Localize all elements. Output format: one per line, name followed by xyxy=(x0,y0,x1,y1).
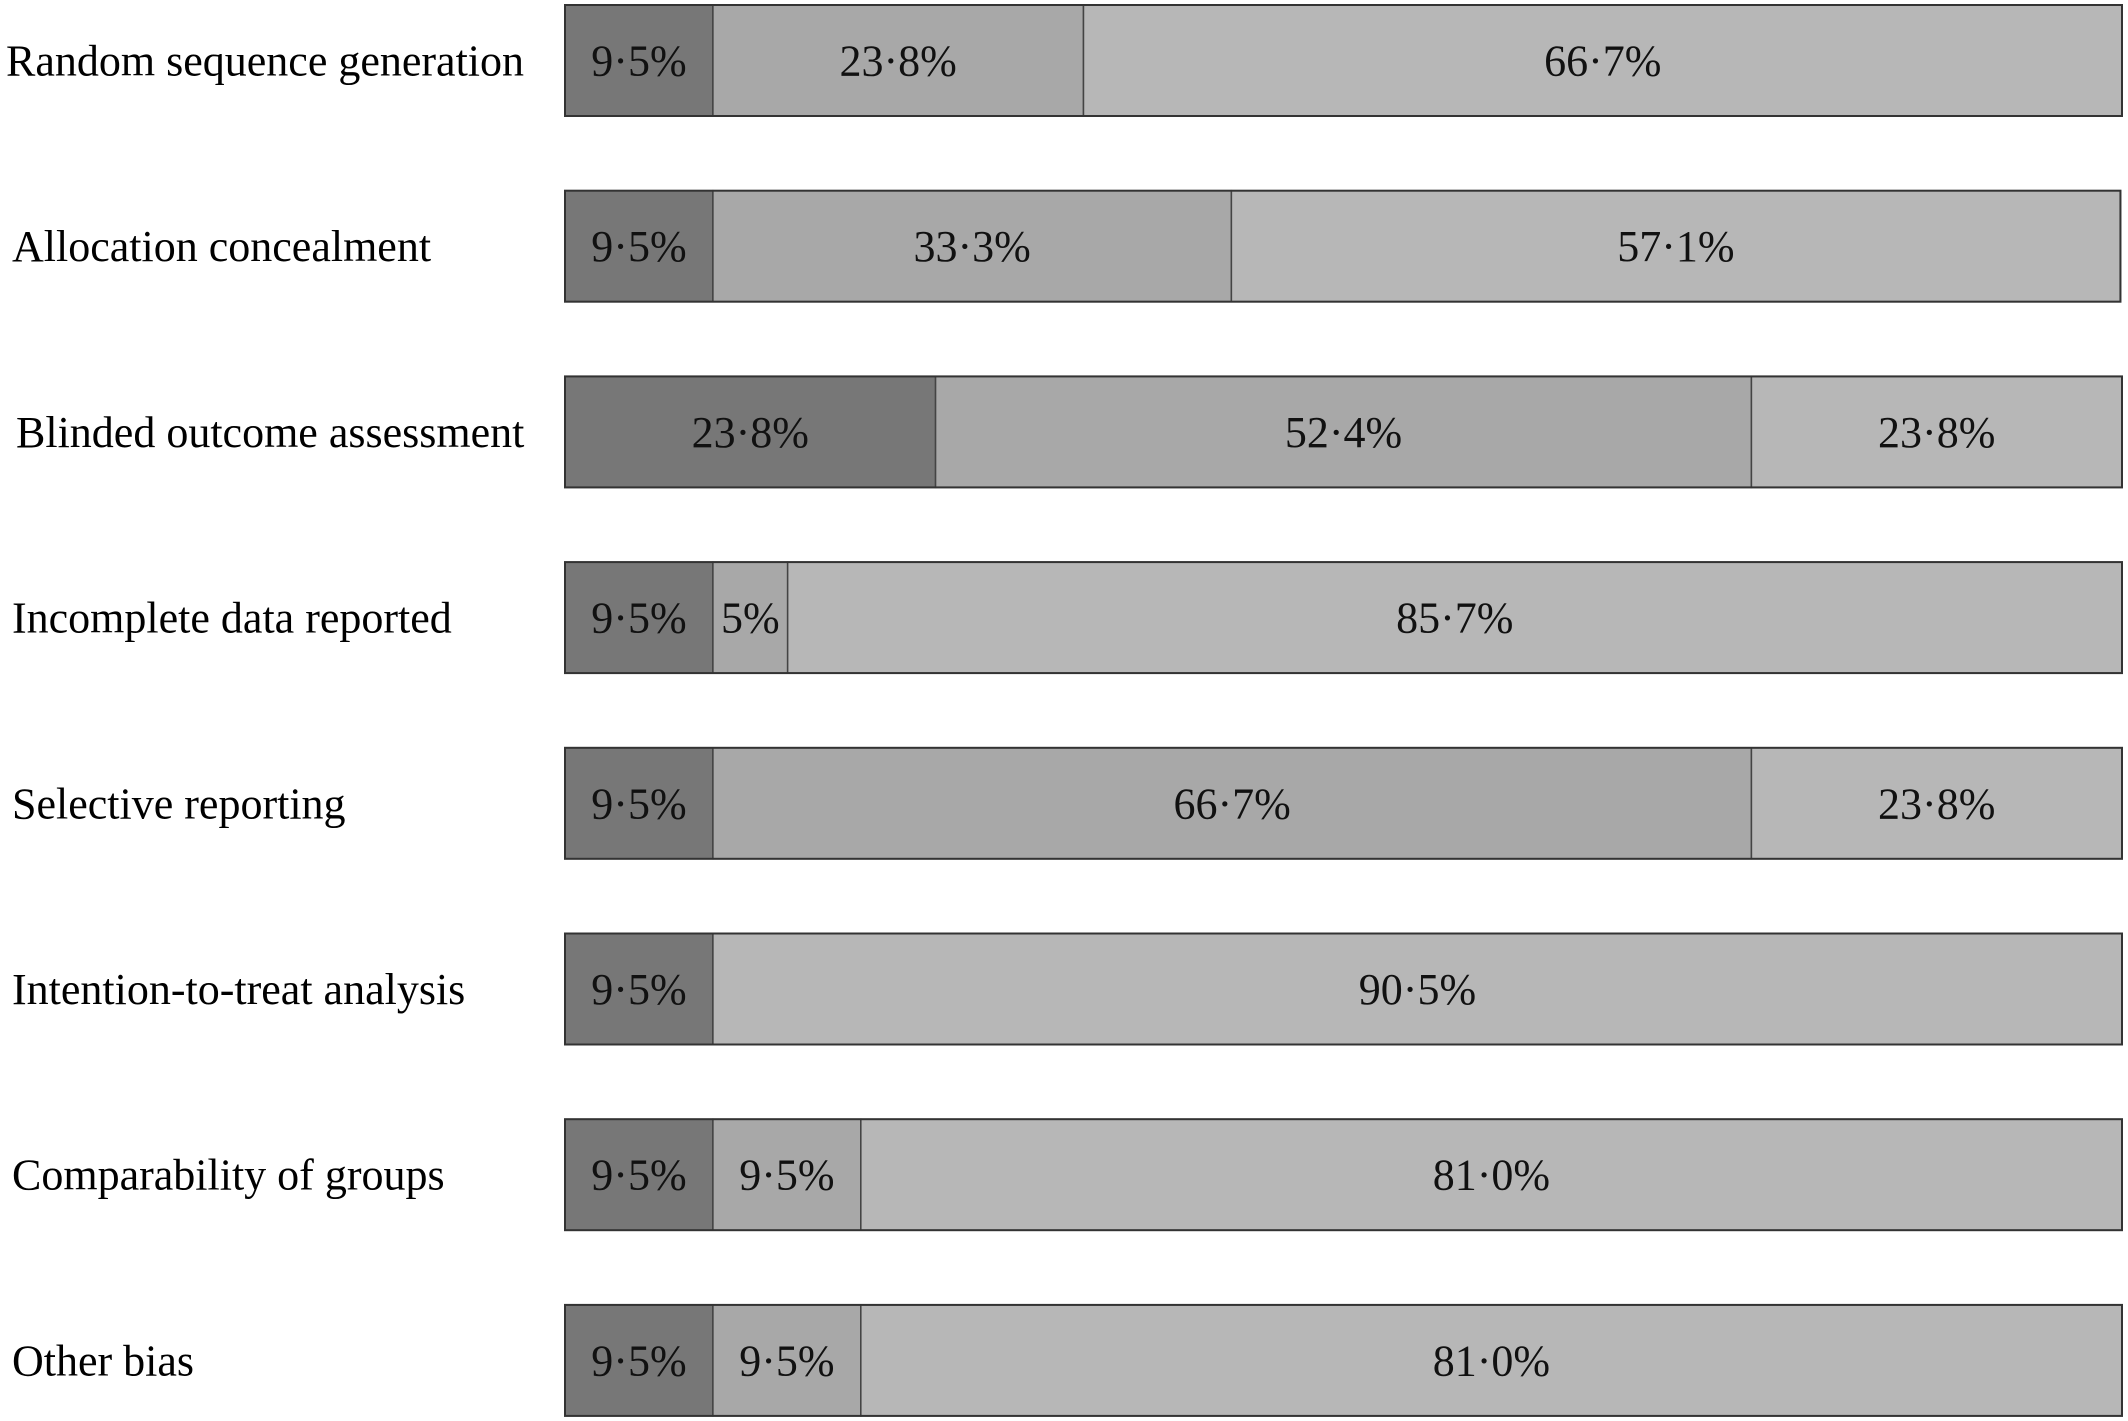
data-label: 81·0% xyxy=(1433,1336,1550,1385)
bar-row: Other bias 9·5% 9·5% 81·0% xyxy=(12,1303,2123,1417)
bar-segment xyxy=(564,375,937,489)
bar-segment xyxy=(712,747,1753,860)
bar-segment xyxy=(1230,189,2122,303)
data-label: 9·5% xyxy=(591,1151,686,1200)
bar-segment xyxy=(564,1304,714,1417)
data-label: 66·7% xyxy=(1174,779,1291,828)
bar-segment xyxy=(860,1118,2123,1231)
bar-row: Comparability of groups 9·5% 9·5% 81·0% xyxy=(12,1118,2123,1232)
category-label: Random sequence generation xyxy=(6,37,524,86)
category-label: Selective reporting xyxy=(12,779,346,828)
bar-row: Blinded outcome assessment 23·8% 52·4% 23·8… xyxy=(16,375,2123,489)
bar-segment xyxy=(564,747,714,860)
bar-outline xyxy=(564,561,2123,675)
bar-segment xyxy=(1750,375,2123,489)
bar-segment xyxy=(564,932,714,1046)
data-label: 66·7% xyxy=(1544,37,1661,86)
category-label: Comparability of groups xyxy=(12,1151,445,1200)
data-label: 52·4% xyxy=(1285,408,1402,457)
bar-segment xyxy=(712,561,789,674)
data-label: 9·5% xyxy=(591,594,686,643)
category-label: Intention-to-treat analysis xyxy=(12,965,465,1014)
data-label: 57·1% xyxy=(1617,222,1734,271)
bar-outline xyxy=(564,1303,2123,1417)
bar-row: Allocation concealment 9·5% 33·3% 57·1% xyxy=(12,189,2122,303)
bar-segment xyxy=(786,561,2123,674)
bar-outline xyxy=(564,375,2123,489)
data-label: 9·5% xyxy=(739,1336,834,1385)
bar-outline xyxy=(564,746,2123,860)
data-label: 85·7% xyxy=(1396,594,1513,643)
category-label: Incomplete data reported xyxy=(12,594,452,643)
data-label: 23·8% xyxy=(1878,408,1995,457)
bar-row: Random sequence generation 9·5% 23·8% 66·7% xyxy=(6,4,2123,117)
data-label: 81·0% xyxy=(1433,1151,1550,1200)
data-label: 23·8% xyxy=(1878,779,1995,828)
data-label: 9·5% xyxy=(591,37,686,86)
bar-outline xyxy=(564,189,2122,303)
category-label: Allocation concealment xyxy=(12,222,431,271)
data-label: 9·5% xyxy=(591,779,686,828)
bar-segment xyxy=(712,1118,862,1231)
data-label: 90·5% xyxy=(1359,965,1476,1014)
bar-row: Intention-to-treat analysis 9·5% 90·5% xyxy=(12,932,2123,1046)
bar-segment xyxy=(934,375,1753,489)
bar-segment xyxy=(564,4,714,117)
category-label: Other bias xyxy=(12,1336,194,1385)
bar-outline xyxy=(564,4,2123,117)
data-label: 33·3% xyxy=(913,222,1030,271)
bar-outline xyxy=(564,1118,2123,1232)
category-label: Blinded outcome assessment xyxy=(16,408,524,457)
data-label: 5% xyxy=(721,594,780,643)
bar-segment xyxy=(712,932,2123,1046)
bar-segment xyxy=(712,4,1085,117)
data-label: 23·8% xyxy=(692,408,809,457)
bar-segment xyxy=(860,1304,2123,1417)
data-label: 9·5% xyxy=(591,222,686,271)
data-label: 9·5% xyxy=(591,965,686,1014)
bar-row: Selective reporting 9·5% 66·7% 23·8% xyxy=(12,746,2123,860)
data-label: 9·5% xyxy=(591,1336,686,1385)
data-label: 9·5% xyxy=(739,1151,834,1200)
data-label: 23·8% xyxy=(840,37,957,86)
bar-row: Incomplete data reported 9·5% 5% 85·7% xyxy=(12,561,2123,675)
bar-outline xyxy=(564,932,2123,1046)
bar-segment xyxy=(564,1118,714,1231)
